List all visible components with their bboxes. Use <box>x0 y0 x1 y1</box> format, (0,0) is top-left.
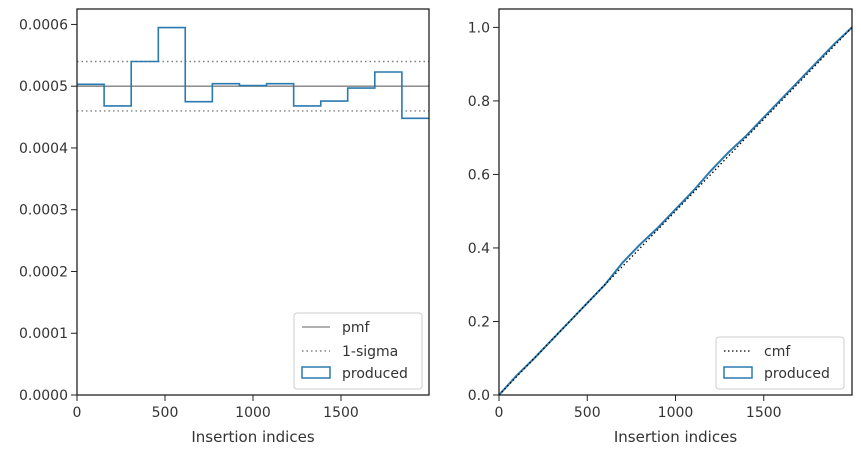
right-x-tick-label: 1500 <box>746 405 782 421</box>
right-legend-box <box>715 336 845 390</box>
right-y-tick-label: 1.0 <box>468 20 490 36</box>
left-x-tick-label: 1000 <box>235 405 271 421</box>
produced-histogram <box>77 26 429 120</box>
right-y-tick-label: 0.8 <box>468 94 490 110</box>
left-y-tick-label: 0.0006 <box>19 17 68 33</box>
left-x-tick-label: 500 <box>152 405 179 421</box>
legend-produced-label: produced <box>342 366 408 382</box>
right-x-tick-label: 0 <box>495 405 504 421</box>
right-plot-cmf: 0 500 1000 1500 0.0 0.2 0.4 0.6 0.8 1.0 Insertion … <box>468 8 853 446</box>
right-y-tick-label: 0.4 <box>468 241 490 257</box>
legend-pmf-label: pmf <box>342 320 371 336</box>
left-plot-area <box>77 26 429 120</box>
left-y-tick-label: 0.0000 <box>19 388 68 404</box>
legend-produced-swatch <box>723 366 753 379</box>
left-legend: pmf 1-sigma produced <box>293 312 423 390</box>
left-y-tick-label: 0.0005 <box>19 79 68 95</box>
left-y-tick-label: 0.0002 <box>19 264 68 280</box>
left-y-tick-label: 0.0004 <box>19 141 68 157</box>
right-y-tick-label: 0.6 <box>468 167 490 183</box>
left-x-tick-label: 1500 <box>323 405 359 421</box>
left-y-tick-label: 0.0001 <box>19 326 68 342</box>
left-y-tick-label: 0.0003 <box>19 203 68 219</box>
left-x-axis-label: Insertion indices <box>191 428 314 446</box>
left-x-tick-label: 0 <box>73 405 82 421</box>
right-x-tick-label: 500 <box>574 405 601 421</box>
legend-produced-label: produced <box>764 366 830 382</box>
right-y-tick-label: 0.2 <box>468 314 490 330</box>
right-frame <box>498 8 853 396</box>
right-x-axis-label: Insertion indices <box>614 428 737 446</box>
legend-sigma-label: 1-sigma <box>342 344 398 360</box>
left-plot-pmf: 0 500 1000 1500 0.0000 0.0001 0.0002 0.0003 0.00… <box>19 8 430 446</box>
right-x-tick-label: 1000 <box>658 405 694 421</box>
left-frame <box>76 8 430 396</box>
left-legend-box <box>293 312 423 390</box>
cmf-line <box>499 26 852 395</box>
right-plot-area <box>499 26 852 395</box>
right-legend: cmf produced <box>715 336 845 390</box>
legend-produced-swatch <box>301 366 331 379</box>
legend-cmf-label: cmf <box>764 344 791 360</box>
right-y-tick-label: 0.0 <box>468 388 490 404</box>
